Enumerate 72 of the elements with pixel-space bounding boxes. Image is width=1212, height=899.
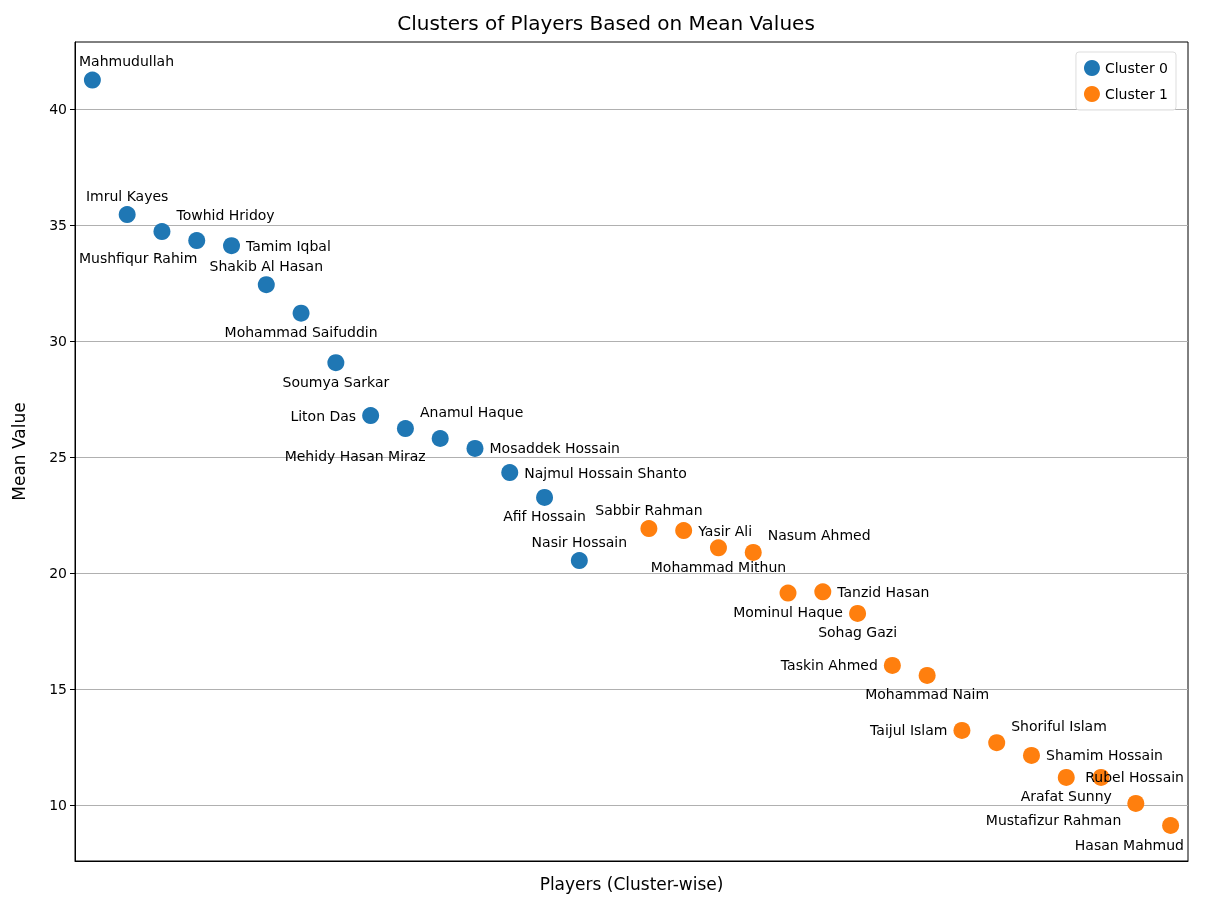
point — [257, 276, 275, 294]
data-label: Tamim Iqbal — [245, 237, 331, 254]
point — [744, 543, 762, 561]
data-label: Najmul Hossain Shanto — [524, 464, 687, 481]
data-label: Mehidy Hasan Miraz — [284, 447, 426, 464]
point — [675, 522, 693, 540]
point — [466, 439, 484, 457]
point — [501, 464, 519, 482]
data-label: Shoriful Islam — [1011, 717, 1107, 734]
data-label: Towhid Hridoy — [175, 206, 275, 223]
point — [779, 584, 797, 602]
data-label: Sohag Gazi — [818, 624, 898, 641]
x-axis-title: Players (Cluster-wise) — [539, 873, 724, 894]
y-tick-label: 40 — [49, 101, 67, 118]
point — [918, 666, 936, 684]
data-label: Nasir Hossain — [531, 533, 628, 550]
point — [83, 71, 101, 89]
y-tick-label: 35 — [49, 217, 67, 234]
data-label: Arafat Sunny — [1020, 788, 1112, 805]
point — [431, 430, 449, 447]
data-label: Mohammad Saifuddin — [224, 324, 378, 341]
data-label: Nasum Ahmed — [767, 527, 871, 544]
data-label: Mosaddek Hossain — [489, 440, 620, 457]
data-label: Mustafizur Rahman — [985, 812, 1122, 829]
data-label: Shakib Al Hasan — [209, 257, 324, 274]
data-label: Yasir Ali — [697, 522, 753, 539]
data-label: Tanzid Hasan — [836, 583, 930, 600]
data-label: Mohammad Naim — [865, 686, 990, 703]
point — [327, 354, 345, 372]
data-label: Anamul Haque — [419, 403, 524, 420]
point — [292, 304, 310, 322]
chart-title: Clusters of Players Based on Mean Values — [397, 11, 815, 35]
data-label: Soumya Sarkar — [282, 373, 390, 390]
data-label: Imrul Kayes — [85, 187, 169, 204]
point — [536, 488, 554, 506]
data-label: Mohammad Mithun — [650, 558, 787, 575]
y-tick-label: 20 — [49, 565, 67, 582]
point — [223, 237, 241, 255]
point — [953, 721, 971, 739]
data-label: Taskin Ahmed — [779, 657, 878, 674]
data-label: Shamim Hossain — [1045, 747, 1163, 764]
data-label: Sabbir Rahman — [595, 501, 703, 518]
data-label: Taijul Islam — [869, 722, 948, 739]
point — [709, 539, 727, 557]
legend-label: Cluster 1 — [1104, 86, 1169, 102]
point — [883, 656, 901, 674]
point — [1162, 817, 1180, 834]
legend-label: Cluster 0 — [1104, 60, 1169, 76]
y-tick-label: 30 — [49, 333, 67, 350]
data-label: Afif Hossain — [503, 508, 586, 525]
point — [1127, 794, 1145, 812]
point — [396, 420, 414, 438]
data-label: Mushfiqur Rahim — [79, 249, 198, 266]
y-tick-label: 10 — [49, 797, 67, 814]
point — [849, 604, 867, 622]
point — [153, 223, 171, 241]
point — [570, 552, 588, 570]
point — [1057, 768, 1075, 786]
y-tick-label: 15 — [49, 681, 67, 698]
point — [118, 206, 136, 224]
point — [988, 734, 1006, 752]
data-label: Hasan Mahmud — [1074, 836, 1184, 853]
point — [362, 407, 380, 425]
point — [188, 232, 206, 250]
point — [1023, 746, 1040, 764]
point — [814, 583, 832, 601]
y-axis-title: Mean Value — [8, 402, 29, 501]
data-label: Liton Das — [290, 407, 357, 424]
data-label: Mominul Haque — [733, 604, 843, 621]
point — [640, 520, 658, 538]
y-tick-label: 25 — [49, 449, 67, 466]
data-label: Mahmudullah — [78, 53, 175, 70]
